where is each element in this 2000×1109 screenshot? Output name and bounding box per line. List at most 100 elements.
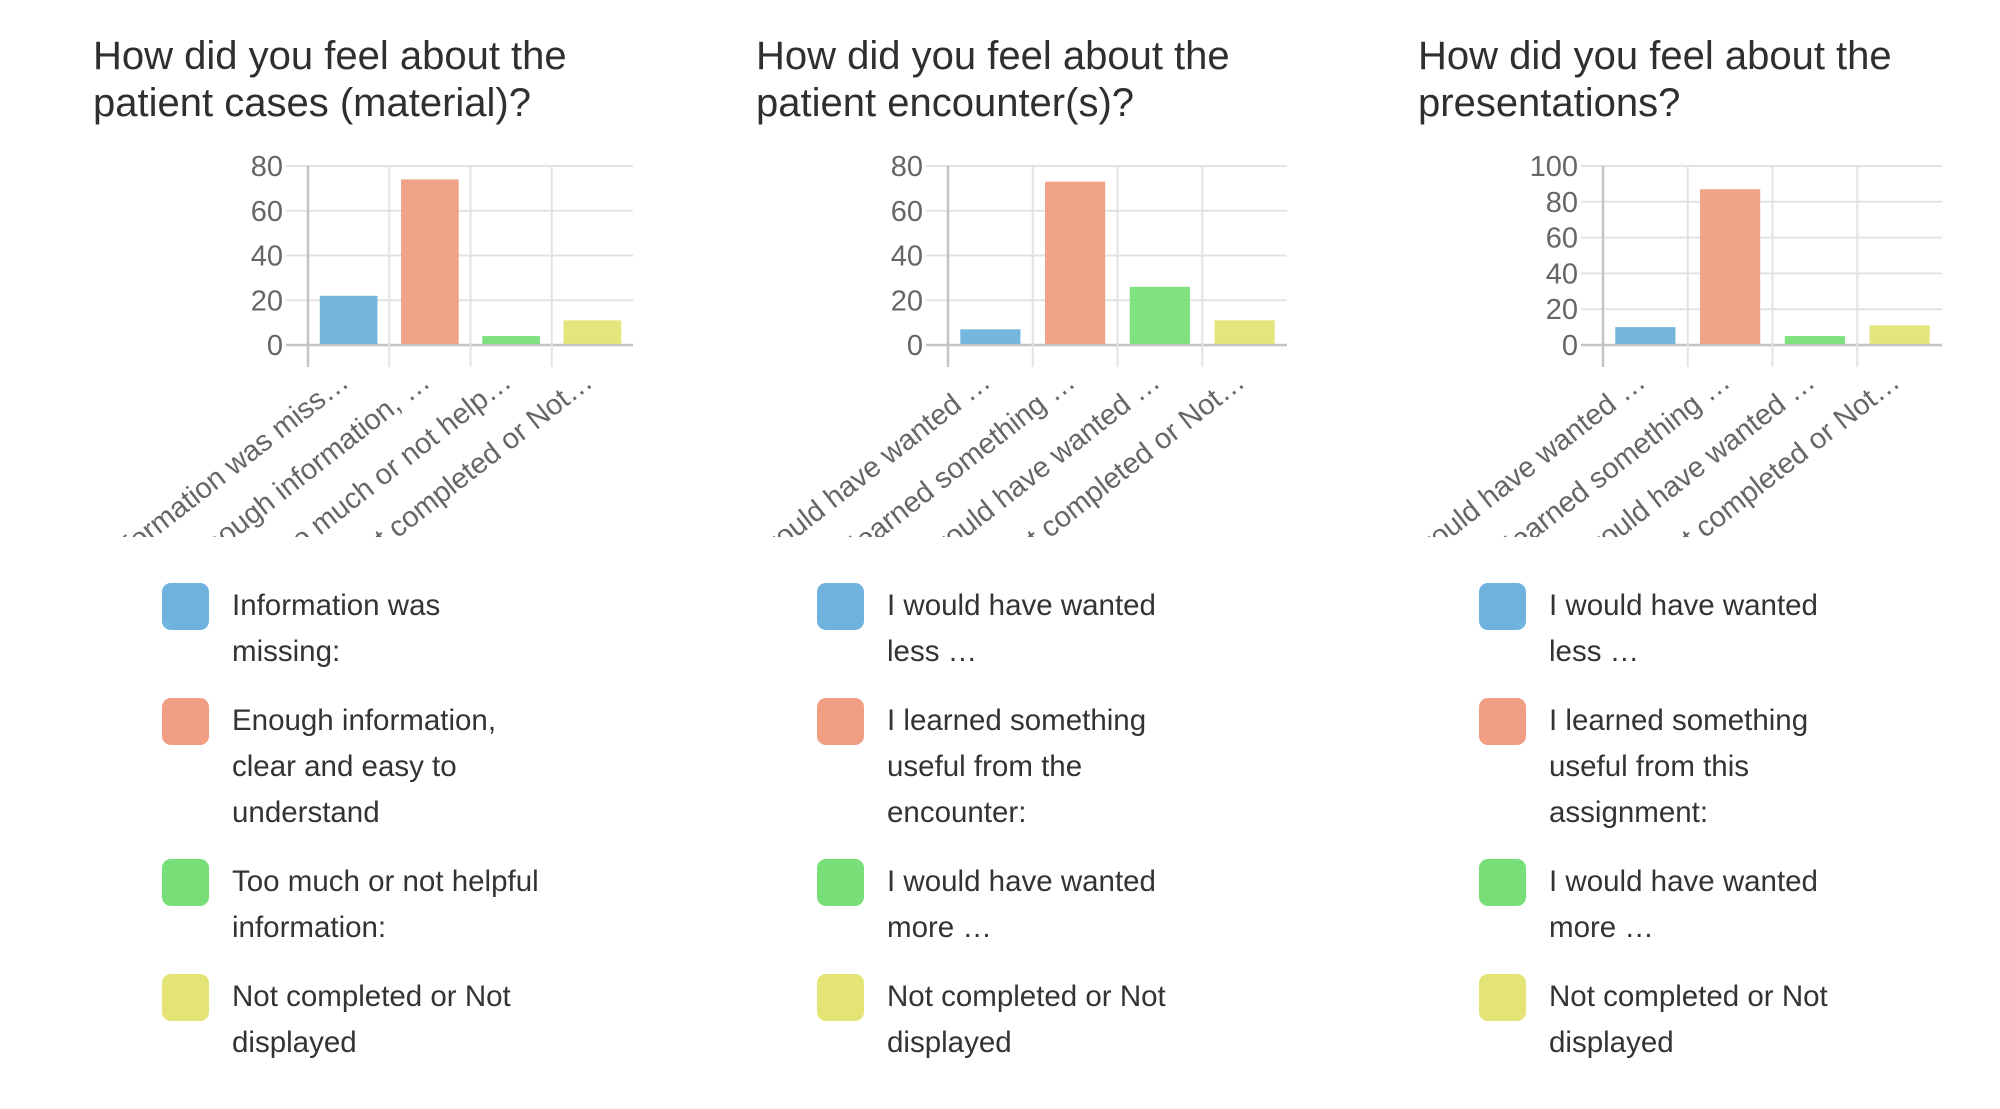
y-tick-label: 40 (1546, 258, 1578, 290)
chart-title: How did you feel about the patient encou… (756, 33, 1316, 127)
chart-panel-patient-cases: How did you feel about the patient cases… (93, 0, 733, 1109)
legend-swatch-icon (1479, 698, 1526, 745)
chart-panel-presentations: How did you feel about the presentations… (1394, 0, 2000, 1109)
y-tick-label: 20 (891, 285, 923, 317)
legend-label: I learned something (1549, 704, 1809, 737)
bar[interactable] (319, 295, 378, 344)
bar[interactable] (482, 336, 540, 344)
x-tick-labels: Information was miss…Enough information,… (98, 365, 599, 537)
legend-item[interactable]: I would have wanted more … (1479, 859, 1909, 951)
legend-swatch-icon (162, 698, 209, 745)
bar[interactable] (960, 329, 1021, 344)
legend-label: understand (232, 796, 380, 829)
legend-label: less … (1549, 635, 1640, 668)
x-tick-labels: I would have wanted …I learned something… (739, 365, 1251, 537)
legend-swatch-icon (1479, 583, 1526, 630)
legend-label: clear and easy to (232, 750, 457, 783)
legend-label: Information was (232, 589, 441, 622)
bar-chart: 0 20 40 60 80 I would have wanted …I learned … (739, 151, 1287, 537)
chart-title-line: How did you feel about the (93, 34, 567, 78)
y-tick-label: 80 (891, 151, 923, 183)
y-tick-label: 60 (891, 196, 923, 228)
bar[interactable] (563, 320, 622, 344)
legend-label: I learned something (887, 704, 1147, 737)
bar[interactable] (401, 179, 459, 344)
legend-item[interactable]: Not completed or Not displayed (817, 974, 1247, 1066)
chart-legend: Information was missing: Enough informatio… (162, 583, 592, 1089)
legend-label: Enough information, (232, 704, 497, 737)
bar[interactable] (1129, 286, 1190, 344)
legend-item[interactable]: Too much or not helpful information: (162, 859, 592, 951)
legend-swatch-icon (162, 583, 209, 630)
legend-item[interactable]: Not completed or Not displayed (162, 974, 592, 1066)
legend-label: information: (232, 911, 387, 944)
legend-label: less … (887, 635, 978, 668)
y-tick-label: 80 (1546, 187, 1578, 219)
legend-label: assignment: (1549, 796, 1709, 829)
legend-label: I would have wanted (1549, 589, 1818, 622)
legend-item[interactable]: I learned something useful from the encoun… (817, 698, 1247, 836)
legend-label: useful from the (887, 750, 1083, 783)
legend-label: Too much or not helpful (232, 865, 539, 898)
y-tick-label: 100 (1530, 151, 1578, 183)
legend-item[interactable]: Not completed or Not displayed (1479, 974, 1909, 1066)
legend-label: I would have wanted (887, 589, 1156, 622)
y-tick-label: 40 (251, 241, 283, 273)
legend-label: I would have wanted (1549, 865, 1818, 898)
bar[interactable] (1784, 336, 1845, 344)
legend-swatch-icon (817, 859, 864, 906)
legend-swatch-icon (817, 583, 864, 630)
legend-label: more … (1549, 911, 1654, 944)
chart-legend: I would have wanted less … I learned somet… (1479, 583, 1909, 1089)
legend-item[interactable]: I would have wanted more … (817, 859, 1247, 951)
bar[interactable] (1214, 320, 1275, 344)
bar[interactable] (1869, 325, 1930, 344)
y-tick-label: 60 (251, 196, 283, 228)
legend-item[interactable]: I would have wanted less … (817, 583, 1247, 675)
legend-label: displayed (887, 1026, 1012, 1059)
bar[interactable] (1615, 327, 1676, 344)
legend-swatch-icon (817, 974, 864, 1021)
chart-title: How did you feel about the patient cases… (93, 33, 653, 127)
legend-swatch-icon (1479, 859, 1526, 906)
y-tick-label: 60 (1546, 223, 1578, 255)
y-tick-label: 80 (251, 151, 283, 183)
chart-title-line: patient cases (material)? (93, 81, 531, 125)
legend-item[interactable]: I learned something useful from this assig… (1479, 698, 1909, 836)
legend-swatch-icon (162, 974, 209, 1021)
legend-label: more … (887, 911, 992, 944)
legend-label: missing: (232, 635, 341, 668)
bar-chart: 0 20 40 60 80 Information was miss…Enough inf… (98, 151, 633, 537)
chart-title: How did you feel about the presentations… (1418, 33, 1978, 127)
y-tick-label: 20 (1546, 294, 1578, 326)
legend-swatch-icon (162, 859, 209, 906)
legend-label: useful from this (1549, 750, 1750, 783)
legend-label: displayed (1549, 1026, 1674, 1059)
chart-title-line: presentations? (1418, 81, 1681, 125)
legend-label: I would have wanted (887, 865, 1156, 898)
legend-label: displayed (232, 1026, 357, 1059)
chart-title-line: How did you feel about the (1418, 34, 1892, 78)
y-tick-label: 0 (907, 330, 923, 362)
legend-item[interactable]: Enough information, clear and easy to unde… (162, 698, 592, 836)
legend-item[interactable]: I would have wanted less … (1479, 583, 1909, 675)
chart-panel-patient-encounters: How did you feel about the patient encou… (739, 0, 1396, 1109)
y-tick-label: 20 (251, 285, 283, 317)
legend-item[interactable]: Information was missing: (162, 583, 592, 675)
chart-title-line: patient encounter(s)? (756, 81, 1135, 125)
chart-legend: I would have wanted less … I learned somet… (817, 583, 1247, 1089)
legend-label: Not completed or Not (887, 980, 1166, 1013)
legend-swatch-icon (817, 698, 864, 745)
y-tick-label: 0 (267, 330, 283, 362)
y-tick-label: 0 (1562, 330, 1578, 362)
legend-label: Not completed or Not (1549, 980, 1828, 1013)
x-tick-labels: I would have wanted …I learned something… (1394, 365, 1906, 537)
chart-title-line: How did you feel about the (756, 34, 1230, 78)
legend-label: Not completed or Not (232, 980, 511, 1013)
legend-label: encounter: (887, 796, 1027, 829)
y-tick-label: 40 (891, 241, 923, 273)
bar[interactable] (1045, 181, 1106, 344)
bar[interactable] (1700, 189, 1761, 344)
legend-swatch-icon (1479, 974, 1526, 1021)
